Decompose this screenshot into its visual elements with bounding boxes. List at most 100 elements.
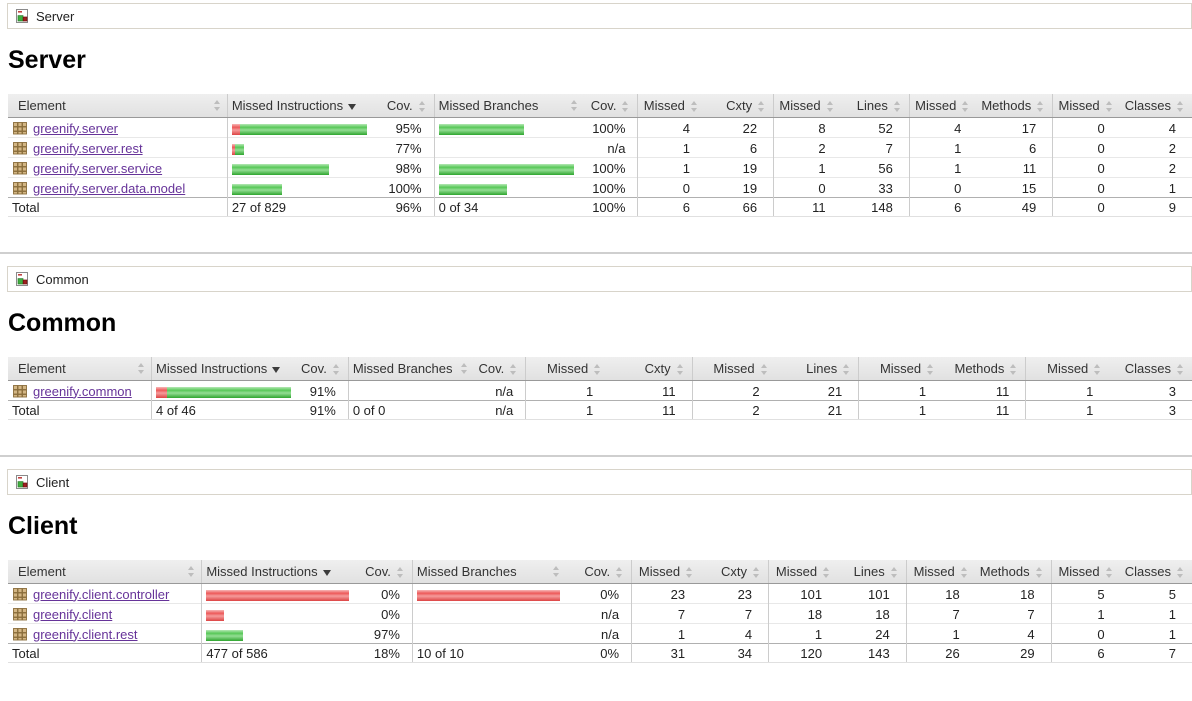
element-cell-inner: greenify.client [12, 606, 195, 622]
instructions-coverage-bar [201, 623, 356, 644]
column-header-missed-classes[interactable]: Missed [1050, 560, 1121, 584]
column-header-missed-classes[interactable]: Missed [1052, 94, 1121, 118]
column-header-missed-cxty[interactable]: Missed [525, 357, 610, 381]
sort-icon [893, 101, 901, 113]
sort-icon [1094, 364, 1101, 376]
counter-cell-missed-lines: 1 [773, 157, 842, 178]
package-icon [12, 120, 28, 136]
package-link[interactable]: greenify.server.service [33, 160, 163, 176]
column-header-label: Methods [979, 564, 1030, 579]
instruction-coverage-value: 95% [395, 120, 422, 136]
column-header-instruction-coverage[interactable]: Cov. [355, 560, 413, 584]
package-icon [12, 606, 28, 622]
column-header-label: Missed Branches [416, 564, 517, 579]
column-header-missed-branches[interactable]: Missed Branches [433, 94, 585, 118]
missed-bar-segment [231, 123, 240, 135]
column-header-missed-instructions[interactable]: Missed Instructions [151, 357, 298, 381]
column-header-classes[interactable]: Classes [1120, 560, 1192, 584]
counter-cell-methods: 11 [977, 157, 1053, 178]
package-link[interactable]: greenify.client.controller [33, 586, 170, 602]
column-header-element[interactable]: Element [8, 357, 152, 381]
column-header-cxty[interactable]: Cxty [701, 560, 769, 584]
column-header-classes[interactable]: Classes [1120, 94, 1192, 118]
column-header-label: Cov. [386, 98, 413, 113]
breadcrumb-bar: Server [7, 3, 1192, 29]
column-header-missed-methods[interactable]: Missed [905, 560, 976, 584]
column-header-missed-classes[interactable]: Missed [1025, 357, 1110, 381]
counter-cell-missed-classes: 5 [1050, 583, 1121, 604]
instructions-coverage-bar [151, 380, 298, 401]
total-instruction-coverage: 96% [377, 197, 435, 217]
sort-icon [843, 364, 850, 376]
column-header-classes[interactable]: Classes [1109, 357, 1192, 381]
column-header-branch-coverage[interactable]: Cov. [565, 560, 632, 584]
column-header-methods[interactable]: Methods [942, 357, 1026, 381]
counter-cell-missed-cxty: 1 [525, 380, 610, 401]
column-header-instruction-coverage[interactable]: Cov. [297, 357, 349, 381]
column-header-missed-instructions[interactable]: Missed Instructions [226, 94, 378, 118]
column-header-instruction-coverage[interactable]: Cov. [377, 94, 435, 118]
counter-cell-classes: 1 [1120, 623, 1192, 644]
column-header-label: Cxty [721, 564, 748, 579]
column-header-missed-lines[interactable]: Missed [773, 94, 842, 118]
sort-icon [753, 567, 760, 579]
counter-cell-missed-classes: 0 [1052, 177, 1121, 198]
coverage-table-client: Element Missed Instructions Cov. Missed Bra… [8, 560, 1192, 663]
column-header-missed-lines[interactable]: Missed [691, 357, 776, 381]
element-cell-inner: greenify.server.data.model [12, 180, 221, 196]
column-header-cxty[interactable]: Cxty [705, 94, 774, 118]
section-divider [0, 455, 1192, 457]
column-header-label: Missed Instructions [156, 361, 268, 376]
package-link[interactable]: greenify.client.rest [33, 626, 138, 642]
column-header-missed-lines[interactable]: Missed [768, 560, 839, 584]
branch-coverage-value: n/a [565, 603, 632, 624]
instruction-coverage-value: 0% [355, 603, 413, 624]
counter-cell-lines: 24 [838, 623, 907, 644]
total-branch-coverage: 0% [565, 643, 632, 663]
column-header-branch-coverage[interactable]: Cov. [584, 94, 638, 118]
table-header-row: Element Missed Instructions Cov. Missed Bra… [8, 560, 1192, 584]
column-header-lines[interactable]: Lines [775, 357, 859, 381]
column-header-methods[interactable]: Methods [975, 560, 1052, 584]
column-header-lines[interactable]: Lines [838, 560, 907, 584]
column-header-branch-coverage[interactable]: Cov. [473, 357, 526, 381]
column-header-label: Cov. [584, 564, 611, 579]
counter-cell-missed-classes: 0 [1052, 157, 1121, 178]
total-counter-missed-cxty: 31 [631, 643, 702, 663]
column-header-missed-instructions[interactable]: Missed Instructions [201, 560, 356, 584]
sort-icon [1010, 364, 1017, 376]
section-divider [0, 252, 1192, 254]
column-header-missed-branches[interactable]: Missed Branches [411, 560, 566, 584]
column-header-missed-methods[interactable]: Missed [908, 94, 978, 118]
column-header-missed-methods[interactable]: Missed [858, 357, 943, 381]
sort-icon [552, 566, 560, 577]
column-header-missed-branches[interactable]: Missed Branches [347, 357, 474, 381]
missed-bar-segment [231, 143, 235, 155]
column-header-label: Element [18, 564, 66, 579]
sort-icon [138, 363, 145, 374]
column-header-missed-cxty[interactable]: Missed [631, 560, 702, 584]
element-cell-inner: greenify.client.controller [12, 586, 195, 602]
package-link[interactable]: greenify.server.data.model [33, 180, 186, 196]
column-header-label: Methods [981, 98, 1032, 113]
counter-cell-missed-classes: 0 [1050, 623, 1121, 644]
counter-cell-lines: 21 [827, 383, 843, 399]
package-link[interactable]: greenify.server [33, 120, 119, 136]
sort-icon [826, 101, 834, 113]
column-header-element[interactable]: Element [8, 560, 202, 584]
column-header-label: Missed [1058, 564, 1100, 579]
column-header-element[interactable]: Element [8, 94, 228, 118]
package-link[interactable]: greenify.server.rest [33, 140, 143, 156]
column-header-methods[interactable]: Methods [977, 94, 1053, 118]
sort-icon [758, 101, 765, 113]
column-header-lines[interactable]: Lines [841, 94, 910, 118]
sort-icon [962, 101, 969, 113]
covered-bar-segment [206, 629, 244, 641]
package-link[interactable]: greenify.common [33, 383, 132, 399]
breadcrumb-label: Server [36, 8, 75, 24]
column-header-cxty[interactable]: Cxty [609, 357, 693, 381]
sort-icon [1035, 567, 1043, 579]
counter-cell-missed-lines: 101 [768, 583, 839, 604]
column-header-missed-cxty[interactable]: Missed [637, 94, 706, 118]
package-link[interactable]: greenify.client [33, 606, 113, 622]
